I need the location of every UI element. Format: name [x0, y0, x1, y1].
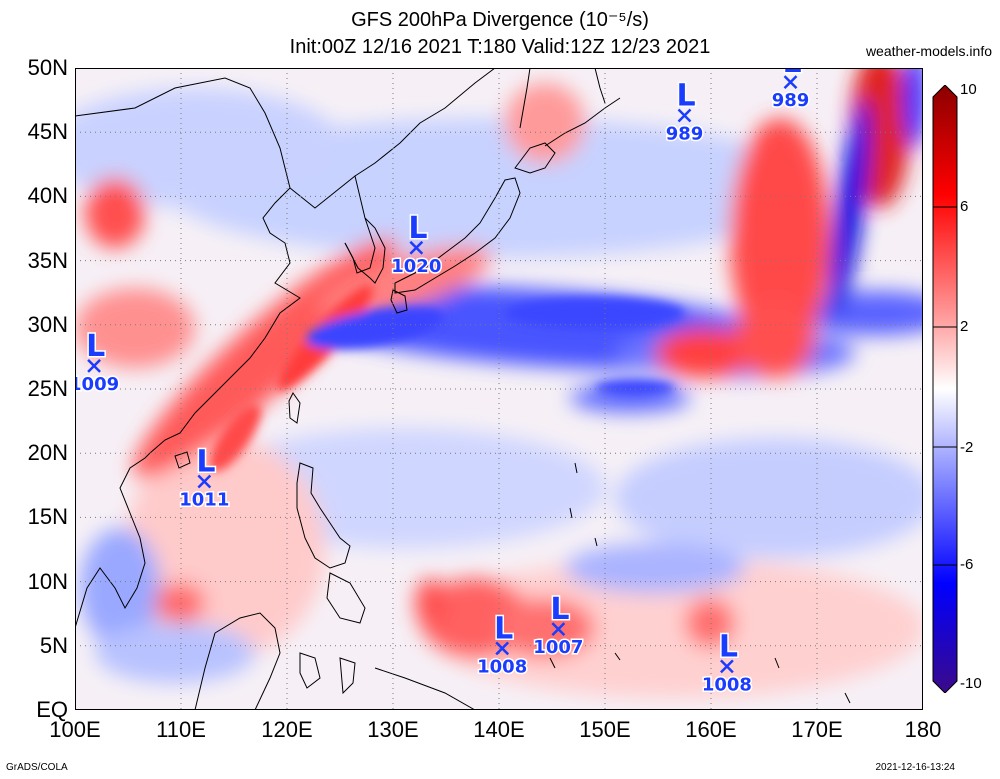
low-center-cross	[551, 622, 566, 636]
low-marker: L 1020	[390, 209, 443, 278]
low-center-cross	[409, 240, 424, 255]
x-tick-label: 140E	[473, 717, 525, 742]
low-pressure-value: 1009	[75, 374, 119, 395]
low-symbol: L	[86, 329, 105, 364]
y-tick-label: 40N	[27, 183, 68, 209]
low-center-cross	[720, 659, 734, 674]
y-tick-label: 50N	[27, 55, 68, 80]
brand-label: weather-models.info	[865, 43, 992, 59]
grid-lines	[75, 68, 923, 710]
y-tick-label: 25N	[27, 376, 68, 401]
map-frame	[75, 68, 923, 710]
colorbar-label-10: 10	[960, 81, 977, 98]
colorbar-label-neg6: -6	[960, 556, 974, 573]
y-tick-label: 15N	[27, 504, 68, 530]
x-tick-label: 180	[904, 717, 942, 742]
low-pressure-value: 1007	[533, 637, 583, 658]
low-symbol: L	[196, 444, 215, 479]
x-tick-label: 130E	[367, 717, 419, 742]
low-center-cross	[783, 75, 798, 90]
x-tick-label: 110E	[156, 717, 206, 742]
low-symbol: L	[677, 79, 696, 114]
low-center-cross	[87, 359, 101, 373]
y-tick-label: 5N	[39, 632, 68, 658]
colorbar-label-neg10: -10	[960, 675, 982, 692]
colorbar-label-neg2: -2	[960, 439, 974, 456]
low-marker: L 1009	[75, 327, 121, 396]
y-tick-label: 30N	[27, 311, 68, 337]
low-pressure-value: 1008	[477, 656, 527, 677]
low-marker: L 989	[664, 77, 705, 146]
y-tick-label: EQ	[36, 697, 68, 722]
low-pressure-value: 1011	[179, 489, 229, 510]
x-tick-label: 160E	[685, 717, 737, 742]
footer-timestamp: 2021-12-16-13:24	[875, 762, 955, 773]
low-marker: L 1007	[532, 591, 585, 660]
low-pressure-value: 989	[666, 124, 704, 145]
low-pressure-value: 1008	[702, 674, 752, 695]
low-pressure-value: 989	[772, 90, 810, 111]
low-symbol: L	[408, 211, 427, 246]
footer-grads: GrADS/COLA	[6, 762, 68, 773]
divergence-map: L989L989L1020L1009L1011L1008L1007L1008	[75, 68, 923, 710]
low-marker: L 1008	[700, 628, 753, 697]
low-marker: L 1011	[178, 443, 231, 512]
y-tick-label: 45N	[27, 119, 68, 145]
divergence-detail	[209, 285, 685, 472]
low-symbol: L	[494, 611, 513, 646]
x-tick-label: 120E	[261, 717, 313, 742]
chart-subtitle: Init:00Z 12/16 2021 T:180 Valid:12Z 12/2…	[289, 36, 711, 58]
low-marker: L 1008	[476, 610, 529, 679]
low-center-cross	[495, 641, 510, 656]
low-center-cross	[197, 474, 212, 489]
low-symbol: L	[550, 592, 569, 627]
chart-title: GFS 200hPa Divergence (10⁻⁵/s)	[351, 9, 649, 31]
x-tick-label: 150E	[579, 717, 631, 742]
low-pressure-value: 1020	[391, 256, 441, 277]
colorbar	[932, 85, 958, 693]
y-tick-label: 10N	[27, 568, 68, 594]
colorbar-label-6: 6	[960, 198, 969, 215]
x-tick-label: 170E	[791, 717, 843, 742]
y-tick-label: 35N	[27, 247, 68, 273]
y-tick-label: 20N	[27, 440, 68, 466]
colorbar-label-2: 2	[960, 318, 969, 335]
low-pressure-markers: L989L989L1020L1009L1011L1008L1007L1008	[75, 68, 811, 697]
coastlines	[75, 68, 851, 710]
divergence-field	[75, 68, 923, 698]
low-symbol: L	[719, 629, 738, 664]
x-tick-label: 100E	[49, 717, 101, 742]
low-center-cross	[677, 108, 692, 123]
